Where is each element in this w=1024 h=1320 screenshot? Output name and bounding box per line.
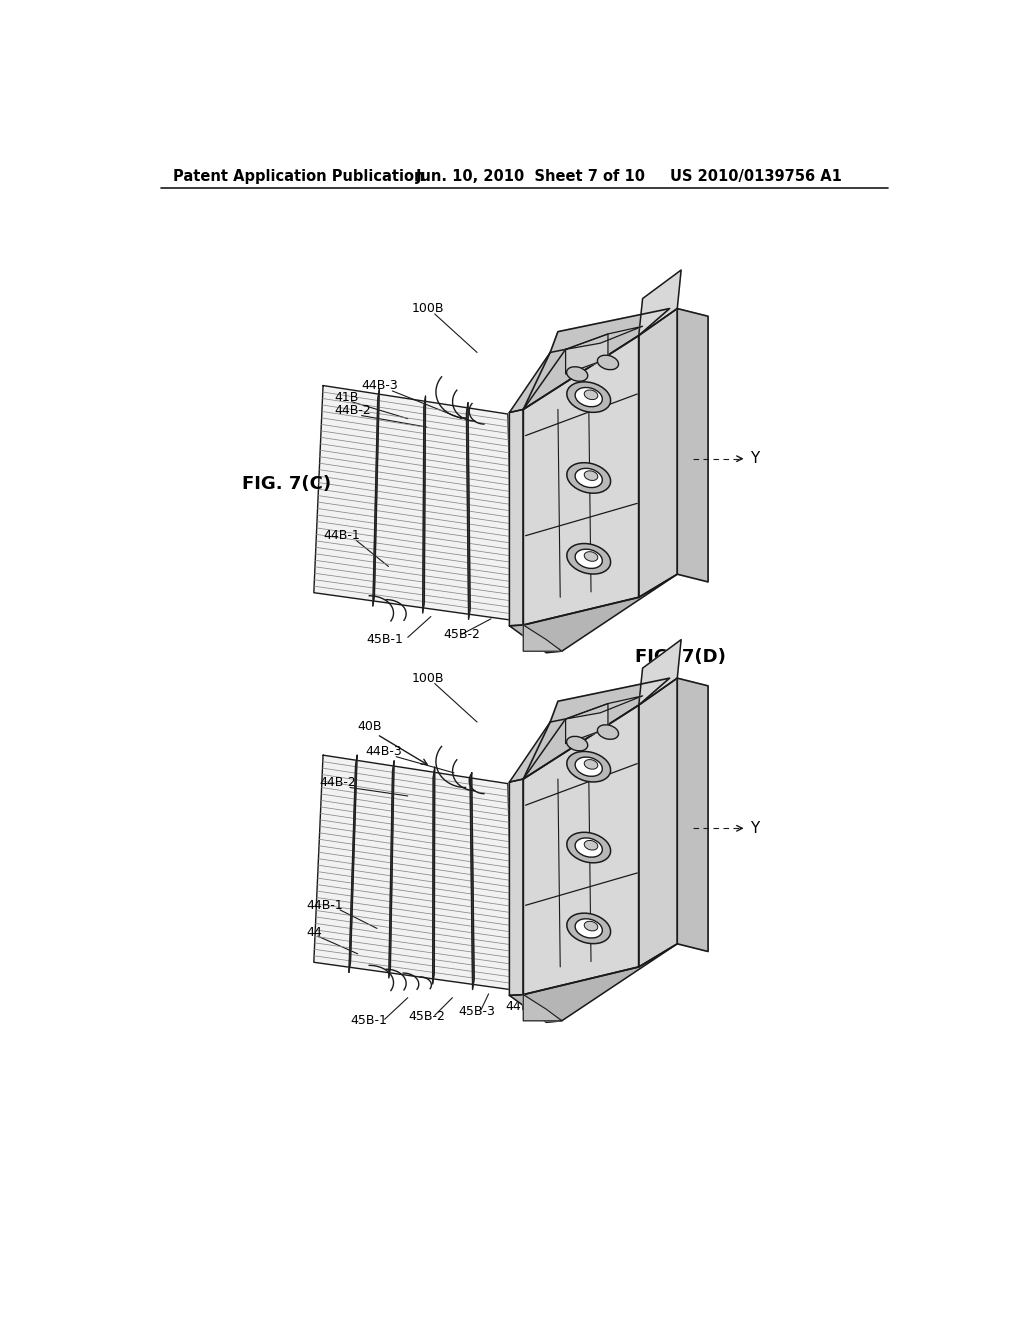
Polygon shape bbox=[677, 678, 708, 952]
Text: Patent Application Publication: Patent Application Publication bbox=[173, 169, 424, 185]
Polygon shape bbox=[466, 403, 470, 619]
Ellipse shape bbox=[567, 751, 610, 781]
Ellipse shape bbox=[575, 549, 602, 569]
Ellipse shape bbox=[567, 544, 610, 574]
Polygon shape bbox=[470, 772, 474, 990]
Polygon shape bbox=[565, 326, 643, 350]
Ellipse shape bbox=[567, 463, 610, 494]
Polygon shape bbox=[509, 350, 565, 412]
Ellipse shape bbox=[566, 367, 588, 381]
Text: 44B-4: 44B-4 bbox=[505, 1001, 542, 1014]
Polygon shape bbox=[523, 626, 562, 651]
Ellipse shape bbox=[575, 388, 602, 407]
Polygon shape bbox=[313, 755, 513, 990]
Text: 45B-1: 45B-1 bbox=[351, 1014, 388, 1027]
Text: Y: Y bbox=[751, 821, 760, 836]
Ellipse shape bbox=[575, 838, 602, 857]
Ellipse shape bbox=[575, 919, 602, 939]
Polygon shape bbox=[523, 995, 562, 1020]
Ellipse shape bbox=[585, 471, 598, 480]
Text: 44B-1: 44B-1 bbox=[323, 529, 359, 543]
Polygon shape bbox=[313, 385, 513, 620]
Text: 44B-3: 44B-3 bbox=[366, 744, 402, 758]
Polygon shape bbox=[423, 396, 426, 614]
Polygon shape bbox=[639, 271, 681, 335]
Ellipse shape bbox=[597, 355, 618, 370]
Ellipse shape bbox=[567, 833, 610, 863]
Ellipse shape bbox=[585, 841, 598, 850]
Ellipse shape bbox=[566, 737, 588, 751]
Polygon shape bbox=[639, 678, 677, 966]
Polygon shape bbox=[565, 696, 643, 719]
Polygon shape bbox=[433, 767, 435, 985]
Ellipse shape bbox=[585, 921, 598, 931]
Text: 100B: 100B bbox=[412, 672, 444, 685]
Polygon shape bbox=[523, 944, 677, 1020]
Text: 41B: 41B bbox=[335, 391, 359, 404]
Text: 44B-1: 44B-1 bbox=[306, 899, 343, 912]
Polygon shape bbox=[523, 678, 670, 779]
Ellipse shape bbox=[567, 913, 610, 944]
Polygon shape bbox=[509, 995, 562, 1022]
Text: Y: Y bbox=[751, 451, 760, 466]
Text: 45B-2: 45B-2 bbox=[409, 1010, 445, 1023]
Polygon shape bbox=[509, 779, 523, 995]
Polygon shape bbox=[523, 309, 670, 409]
Ellipse shape bbox=[585, 389, 598, 400]
Polygon shape bbox=[639, 640, 681, 705]
Ellipse shape bbox=[585, 552, 598, 561]
Polygon shape bbox=[523, 335, 639, 626]
Text: 40B: 40B bbox=[357, 721, 382, 733]
Polygon shape bbox=[509, 626, 562, 653]
Text: 44B-3: 44B-3 bbox=[361, 379, 398, 392]
Polygon shape bbox=[565, 334, 608, 374]
Text: US 2010/0139756 A1: US 2010/0139756 A1 bbox=[670, 169, 842, 185]
Ellipse shape bbox=[567, 381, 610, 412]
Polygon shape bbox=[349, 755, 357, 973]
Polygon shape bbox=[639, 309, 677, 598]
Ellipse shape bbox=[597, 725, 618, 739]
Text: 45B-3: 45B-3 bbox=[459, 1005, 496, 1018]
Polygon shape bbox=[509, 409, 523, 626]
Ellipse shape bbox=[585, 759, 598, 770]
Polygon shape bbox=[523, 705, 639, 995]
Text: 44: 44 bbox=[306, 925, 322, 939]
Ellipse shape bbox=[575, 469, 602, 487]
Text: 45B-2: 45B-2 bbox=[443, 628, 480, 640]
Text: FIG. 7(D): FIG. 7(D) bbox=[635, 648, 726, 667]
Text: 44B-2: 44B-2 bbox=[319, 776, 356, 788]
Polygon shape bbox=[565, 704, 608, 743]
Text: 44B-2: 44B-2 bbox=[335, 404, 372, 417]
Text: 45B-1: 45B-1 bbox=[367, 634, 403, 647]
Polygon shape bbox=[389, 760, 394, 978]
Text: Jun. 10, 2010  Sheet 7 of 10: Jun. 10, 2010 Sheet 7 of 10 bbox=[416, 169, 645, 185]
Polygon shape bbox=[677, 309, 708, 582]
Ellipse shape bbox=[575, 758, 602, 776]
Polygon shape bbox=[509, 719, 565, 781]
Polygon shape bbox=[373, 389, 379, 606]
Polygon shape bbox=[523, 574, 677, 651]
Text: FIG. 7(C): FIG. 7(C) bbox=[243, 475, 332, 494]
Text: 100B: 100B bbox=[412, 302, 444, 315]
